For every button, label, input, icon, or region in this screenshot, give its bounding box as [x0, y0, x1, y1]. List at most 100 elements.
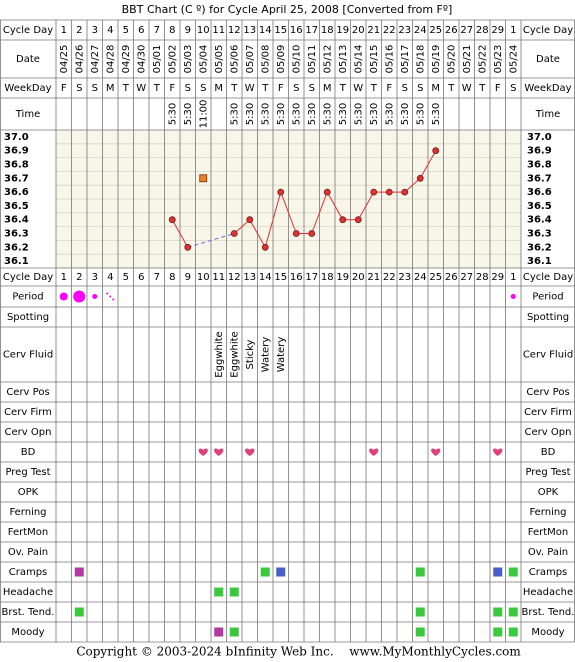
- weekday: T: [339, 83, 347, 94]
- y-tick-label: 37.0: [4, 132, 29, 143]
- row-label: Cerv Opn: [525, 427, 572, 438]
- cycle-day: 10: [197, 272, 210, 283]
- row-label: Date: [536, 54, 560, 65]
- cycle-day: 5: [123, 272, 129, 283]
- symptom: [214, 627, 224, 637]
- cycle-day: 25: [429, 272, 442, 283]
- date: 04/29: [121, 45, 132, 74]
- time: 11:00: [198, 100, 209, 129]
- heart: [245, 448, 255, 456]
- symptom: [276, 567, 286, 577]
- y-tick-label: 36.9: [527, 146, 552, 157]
- temp-point: [308, 230, 316, 237]
- weekday: F: [169, 83, 175, 94]
- cycle-day: 10: [197, 25, 210, 36]
- row-label: BD: [21, 447, 36, 458]
- period: [106, 292, 115, 301]
- weekday: M: [106, 83, 115, 94]
- y-tick-label: 36.7: [527, 173, 552, 184]
- date: 04/26: [74, 45, 85, 74]
- date: 05/02: [167, 45, 178, 74]
- y-tick-label: 36.3: [527, 229, 552, 240]
- date: 05/17: [400, 45, 411, 74]
- cerv-fluid: Sticky: [245, 339, 256, 369]
- cerv-fluid: Eggwhite: [229, 331, 240, 377]
- cycle-day: 15: [274, 25, 287, 36]
- date: 05/24: [508, 45, 519, 74]
- weekday: T: [447, 83, 455, 94]
- weekday: S: [402, 83, 408, 94]
- symptom: [74, 607, 84, 617]
- cycle-day: 13: [243, 25, 256, 36]
- cycle-day: 4: [107, 272, 113, 283]
- temp-point: [292, 230, 300, 237]
- cycle-day: 23: [398, 272, 411, 283]
- weekday: F: [386, 83, 392, 94]
- weekday: S: [309, 83, 315, 94]
- weekday: T: [261, 83, 269, 94]
- cycle-day: 14: [259, 25, 272, 36]
- heart: [198, 448, 208, 456]
- cycle-day: 20: [352, 272, 365, 283]
- cycle-day: 1: [61, 272, 67, 283]
- date: 04/27: [90, 45, 101, 74]
- cycle-day: 6: [138, 272, 144, 283]
- row-label: Brst. Tend.: [2, 607, 55, 618]
- y-tick-label: 36.8: [4, 160, 29, 171]
- time: 5:30: [183, 103, 194, 125]
- cycle-day: 2: [76, 272, 82, 283]
- temp-gap-segment: [187, 233, 235, 248]
- period: [510, 294, 516, 299]
- cycle-day: 27: [460, 25, 473, 36]
- weekday: W: [136, 83, 146, 94]
- temp-point: [184, 243, 192, 251]
- date: 05/11: [307, 45, 318, 74]
- time: 5:30: [369, 103, 380, 125]
- cycle-day: 20: [352, 25, 365, 36]
- temp-point: [246, 216, 254, 224]
- time: 5:30: [431, 103, 442, 125]
- date: 05/03: [183, 45, 194, 74]
- row-label: Cramps: [529, 567, 568, 578]
- symptom: [229, 627, 239, 637]
- row-label: Cramps: [9, 567, 48, 578]
- cycle-day: 7: [154, 272, 160, 283]
- temp-segment: [280, 191, 297, 234]
- row-label: Cerv Firm: [524, 407, 572, 418]
- cycle-day: 18: [321, 272, 334, 283]
- cycle-day: 25: [429, 25, 442, 36]
- heart: [214, 448, 224, 456]
- cycle-day: 18: [321, 25, 334, 36]
- symptom: [260, 567, 270, 577]
- cycle-day: 12: [228, 25, 241, 36]
- row-label: BD: [541, 447, 556, 458]
- weekday: W: [245, 83, 255, 94]
- temp-point: [385, 188, 393, 196]
- y-tick-label: 36.4: [4, 215, 29, 226]
- date: 05/10: [291, 45, 302, 74]
- cerv-fluid: Eggwhite: [214, 331, 225, 377]
- time: 5:30: [167, 103, 178, 125]
- time: 5:30: [322, 103, 333, 125]
- temp-segment: [326, 191, 344, 220]
- cycle-day: 11: [212, 272, 225, 283]
- time: 5:30: [415, 103, 426, 125]
- temp-segment: [311, 191, 328, 234]
- cycle-day: 29: [491, 25, 504, 36]
- weekday: T: [478, 83, 486, 94]
- y-tick-label: 37.0: [527, 132, 552, 143]
- row-label: OPK: [538, 487, 559, 498]
- cycle-day: 22: [383, 272, 396, 283]
- date: 05/04: [198, 45, 209, 74]
- row-label: Spotting: [7, 312, 49, 323]
- heart: [431, 448, 441, 456]
- temp-point: [168, 216, 176, 224]
- row-label: Cerv Fluid: [3, 350, 53, 361]
- weekday: S: [76, 83, 82, 94]
- y-tick-label: 36.1: [4, 256, 29, 267]
- temp-point: [370, 188, 378, 196]
- temp-point: [323, 188, 331, 196]
- y-tick-label: 36.5: [527, 201, 552, 212]
